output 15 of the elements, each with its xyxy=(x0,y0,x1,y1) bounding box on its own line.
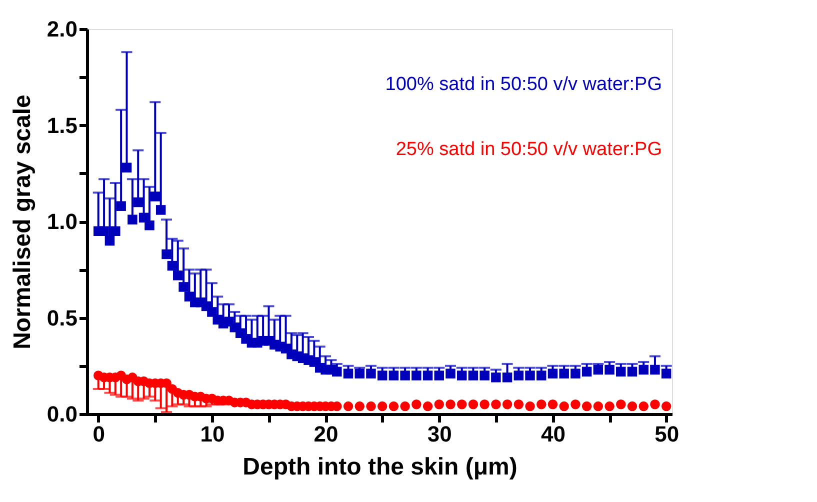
text: 25% satd in 50:50 v/v water:PG xyxy=(396,139,662,160)
y-axis-title: Normalised gray scale xyxy=(8,94,36,350)
y-tick-label: 2.0 xyxy=(46,16,78,42)
y-tick-label: 1.5 xyxy=(46,112,78,138)
text: 100% satd in 50:50 v/v water:PG xyxy=(385,74,662,95)
x-tick-label: 40 xyxy=(540,422,566,446)
x-tick-label: 10 xyxy=(200,422,225,446)
x-tick-label: 0 xyxy=(92,422,105,446)
y-tick-label: 0.0 xyxy=(46,402,78,426)
x-tick-label: 50 xyxy=(654,422,680,446)
x-axis-title: Depth into the skin (μm) xyxy=(242,454,518,480)
y-tick-label: 0.5 xyxy=(46,305,78,330)
x-tick-label: 30 xyxy=(427,422,452,446)
y-tick-label: 1.0 xyxy=(46,209,78,234)
x-tick-label: 20 xyxy=(314,422,338,446)
